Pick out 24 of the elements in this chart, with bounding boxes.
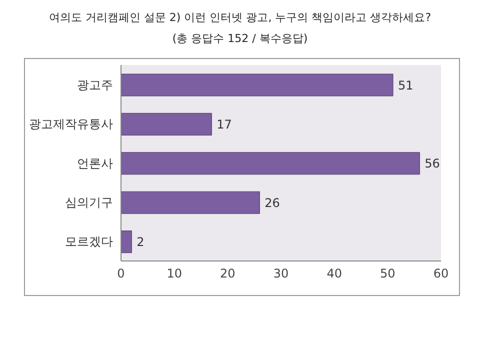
y-tick-label: 광고주 [77,78,113,92]
data-label: 2 [136,235,144,250]
x-tick-label: 30 [273,266,289,281]
data-label: 56 [424,156,440,171]
bar [121,112,212,136]
x-tick-label: 60 [433,266,449,281]
bar [121,230,132,254]
bar [121,191,260,214]
y-tick-label: 심의기구 [65,195,113,210]
y-tick-label: 광고제작유통사 [29,117,113,132]
y-tick-label: 언론사 [77,156,113,170]
data-label: 26 [264,196,280,210]
x-tick-label: 50 [380,266,396,281]
x-tick-label: 10 [166,266,182,281]
chart-title: 여의도 거리캠페인 설문 2) 이런 인터넷 광고, 누구의 책임이라고 생각하세요? [48,10,432,25]
x-tick-label: 40 [326,266,342,281]
bar [121,74,394,96]
chart-subtitle: (총 응답수 152 / 복수응답) [171,31,309,46]
x-tick-label: 0 [117,266,125,281]
data-label: 51 [398,78,414,92]
bar [121,152,420,175]
data-label: 17 [216,117,232,132]
x-tick-label: 20 [220,266,236,281]
y-tick-label: 모르겠다 [65,234,113,249]
